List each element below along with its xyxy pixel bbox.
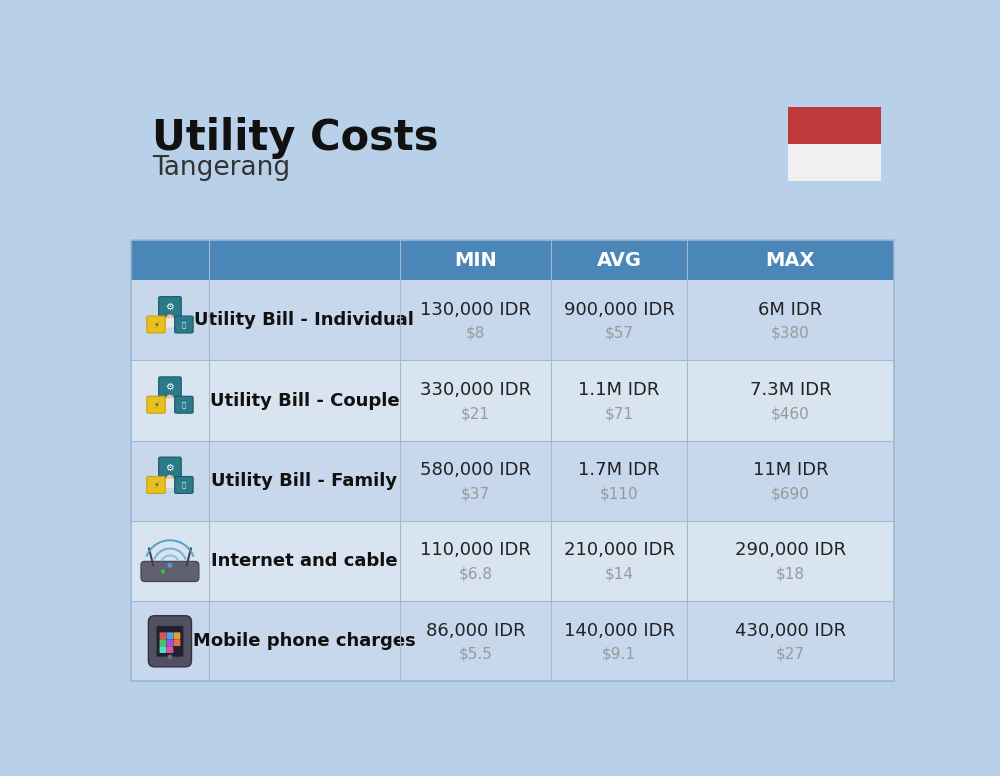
FancyBboxPatch shape (175, 397, 193, 413)
Bar (131, 361, 894, 441)
Text: Utility Bill - Couple: Utility Bill - Couple (210, 392, 399, 410)
FancyBboxPatch shape (160, 632, 166, 639)
FancyBboxPatch shape (173, 639, 180, 646)
Text: $18: $18 (776, 566, 805, 582)
Text: Utility Bill - Family: Utility Bill - Family (211, 472, 397, 490)
Text: $690: $690 (771, 487, 810, 501)
Bar (131, 601, 894, 681)
Text: $380: $380 (771, 326, 810, 341)
Text: $9.1: $9.1 (602, 647, 636, 662)
Text: MAX: MAX (766, 251, 815, 270)
Text: $6.8: $6.8 (459, 566, 493, 582)
Bar (131, 521, 894, 601)
Circle shape (167, 655, 172, 660)
Text: Utility Bill - Individual: Utility Bill - Individual (194, 311, 414, 329)
Text: Utility Costs: Utility Costs (152, 117, 439, 159)
Text: $37: $37 (461, 487, 490, 501)
Text: $14: $14 (605, 566, 634, 582)
FancyBboxPatch shape (165, 398, 175, 407)
FancyBboxPatch shape (160, 646, 166, 653)
Text: $57: $57 (605, 326, 634, 341)
Text: ⚙: ⚙ (165, 383, 174, 393)
Text: Internet and cable: Internet and cable (211, 552, 398, 570)
Text: 💧: 💧 (182, 401, 186, 408)
FancyBboxPatch shape (147, 476, 165, 494)
Text: 330,000 IDR: 330,000 IDR (420, 381, 531, 399)
FancyBboxPatch shape (165, 479, 175, 488)
FancyBboxPatch shape (147, 397, 165, 413)
Bar (131, 280, 894, 361)
Text: 6M IDR: 6M IDR (758, 300, 822, 319)
Circle shape (167, 563, 172, 568)
FancyBboxPatch shape (159, 377, 181, 398)
FancyBboxPatch shape (141, 561, 199, 581)
FancyBboxPatch shape (160, 639, 166, 646)
Text: ⚡: ⚡ (153, 480, 159, 490)
Text: $8: $8 (466, 326, 485, 341)
Bar (788, 144, 881, 181)
Text: Mobile phone charges: Mobile phone charges (193, 632, 416, 650)
Text: AVG: AVG (597, 251, 642, 270)
Circle shape (166, 475, 174, 483)
Text: $110: $110 (600, 487, 638, 501)
FancyBboxPatch shape (173, 632, 180, 639)
Bar (131, 241, 894, 681)
Text: 140,000 IDR: 140,000 IDR (564, 622, 675, 639)
FancyBboxPatch shape (148, 615, 191, 667)
FancyBboxPatch shape (175, 316, 193, 333)
Bar (131, 241, 894, 280)
Text: ⚙: ⚙ (165, 302, 174, 312)
FancyBboxPatch shape (159, 296, 181, 317)
Text: $27: $27 (776, 647, 805, 662)
FancyBboxPatch shape (167, 632, 173, 639)
FancyBboxPatch shape (147, 316, 165, 333)
Text: 110,000 IDR: 110,000 IDR (420, 542, 531, 559)
Circle shape (161, 570, 165, 573)
Text: 580,000 IDR: 580,000 IDR (420, 461, 531, 479)
FancyBboxPatch shape (167, 639, 173, 646)
Text: 210,000 IDR: 210,000 IDR (564, 542, 675, 559)
Text: $460: $460 (771, 406, 810, 421)
Text: 290,000 IDR: 290,000 IDR (735, 542, 846, 559)
Text: ⚙: ⚙ (165, 462, 174, 473)
Text: 💧: 💧 (182, 482, 186, 488)
Text: 430,000 IDR: 430,000 IDR (735, 622, 846, 639)
Bar (788, 107, 881, 144)
Text: ⚡: ⚡ (153, 320, 159, 329)
FancyBboxPatch shape (175, 476, 193, 494)
Circle shape (166, 395, 174, 403)
Text: 1.7M IDR: 1.7M IDR (578, 461, 660, 479)
Text: 7.3M IDR: 7.3M IDR (750, 381, 831, 399)
Text: 11M IDR: 11M IDR (753, 461, 828, 479)
Text: ⚡: ⚡ (153, 400, 159, 409)
FancyBboxPatch shape (165, 318, 175, 327)
Text: 1.1M IDR: 1.1M IDR (578, 381, 660, 399)
Text: $5.5: $5.5 (459, 647, 493, 662)
Text: MIN: MIN (454, 251, 497, 270)
FancyBboxPatch shape (159, 457, 181, 478)
Circle shape (166, 314, 174, 322)
Bar (131, 441, 894, 521)
Text: $21: $21 (461, 406, 490, 421)
Text: Tangerang: Tangerang (152, 155, 290, 182)
FancyBboxPatch shape (167, 646, 173, 653)
Text: 900,000 IDR: 900,000 IDR (564, 300, 674, 319)
Text: 86,000 IDR: 86,000 IDR (426, 622, 526, 639)
Text: $71: $71 (605, 406, 634, 421)
Text: 💧: 💧 (182, 321, 186, 327)
FancyBboxPatch shape (157, 626, 183, 656)
Text: 130,000 IDR: 130,000 IDR (420, 300, 531, 319)
